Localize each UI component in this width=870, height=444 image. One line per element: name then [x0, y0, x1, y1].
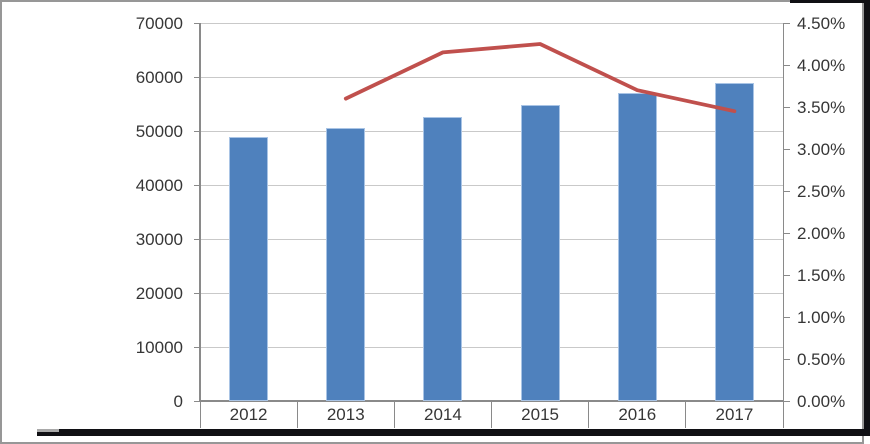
category-separator [393, 401, 395, 428]
right-axis-tick-label: 4.50% [797, 13, 846, 33]
category-label: 2017 [715, 405, 754, 424]
right-axis-tick-mark [783, 106, 790, 108]
left-axis-tick-mark [194, 400, 200, 402]
left-axis-tick-label: 0 [173, 391, 183, 411]
left-axis-tick-mark [194, 292, 200, 294]
left-axis-tick-mark [194, 238, 200, 240]
bar [617, 93, 657, 401]
gridline [200, 184, 783, 186]
right-axis-tick-label: 0.50% [797, 349, 846, 369]
right-axis-tick-label: 2.00% [797, 223, 846, 243]
bar [423, 116, 463, 401]
left-axis-tick-mark [194, 346, 200, 348]
right-axis-tick-label: 1.00% [797, 307, 846, 327]
left-axis-tick-mark [194, 22, 200, 24]
left-axis-tick-mark [194, 76, 200, 78]
left-axis-tick-label: 50000 [135, 121, 183, 141]
category-separator [588, 401, 590, 428]
top-right-dark-edge [790, 0, 870, 3]
left-axis-tick-mark [194, 184, 200, 186]
gridline [200, 76, 783, 78]
right-axis-tick-mark [783, 148, 790, 150]
left-axis-tick-label: 60000 [135, 67, 183, 87]
right-axis-tick-label: 0.00% [797, 391, 846, 411]
right-axis-tick-mark [783, 64, 790, 66]
right-axis-tick-mark [783, 400, 790, 402]
right-axis-tick-label: 3.50% [797, 97, 846, 117]
right-axis-tick-mark [783, 22, 790, 24]
left-axis-tick-label: 30000 [135, 229, 183, 249]
right-axis-tick-label: 3.00% [797, 139, 846, 159]
category-label: 2016 [618, 405, 657, 424]
category-label: 2012 [229, 405, 268, 424]
left-axis-tick-label: 20000 [135, 283, 183, 303]
gridline [200, 22, 783, 24]
right-axis-tick-label: 1.50% [797, 265, 846, 285]
left-axis-tick-label: 70000 [135, 13, 183, 33]
right-axis-tick-mark [783, 358, 790, 360]
gridline [200, 130, 783, 132]
category-label: 2013 [326, 405, 365, 424]
bottom-dark-band [37, 429, 870, 436]
category-label: 2015 [521, 405, 559, 424]
left-axis-tick-label: 10000 [135, 337, 183, 357]
bottom-band-grey-lead [37, 429, 59, 432]
right-dark-band [864, 0, 870, 436]
right-axis-tick-label: 2.50% [797, 181, 846, 201]
right-axis-line [782, 23, 784, 401]
gridline [200, 292, 783, 294]
right-axis-tick-mark [783, 232, 790, 234]
right-axis-tick-mark [783, 316, 790, 318]
left-axis-tick-label: 40000 [135, 175, 183, 195]
gridline [200, 346, 783, 348]
right-axis-tick-mark [783, 190, 790, 192]
right-axis-tick-mark [783, 274, 790, 276]
category-separator [296, 401, 298, 428]
category-separator [491, 401, 492, 428]
gridline [200, 238, 783, 240]
left-axis-tick-mark [194, 130, 200, 132]
bar [326, 127, 366, 401]
bar [229, 136, 269, 401]
category-label: 2014 [423, 405, 462, 424]
trend-line [343, 42, 737, 114]
category-separator [782, 401, 784, 428]
category-separator [685, 401, 687, 428]
right-axis-tick-label: 4.00% [797, 55, 846, 75]
bar [714, 82, 754, 401]
bar [520, 105, 560, 401]
left-axis-line [199, 23, 201, 401]
category-separator [199, 401, 201, 428]
